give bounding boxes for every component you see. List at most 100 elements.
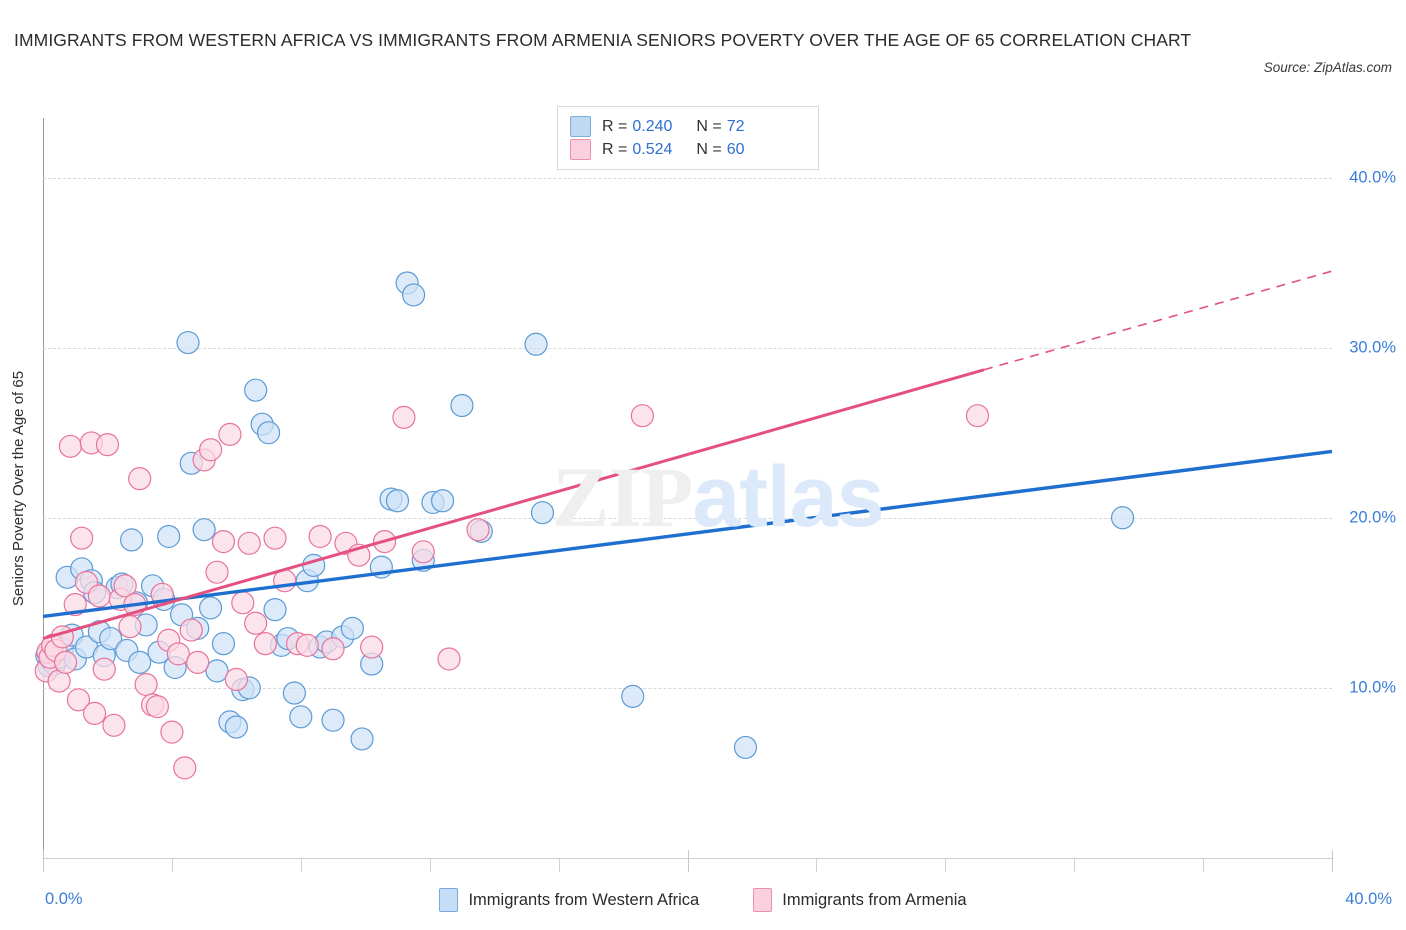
data-point <box>263 526 287 550</box>
data-point <box>173 756 197 780</box>
x-tick <box>1332 850 1333 872</box>
data-point <box>211 632 236 656</box>
data-point <box>160 720 184 744</box>
page-title: IMMIGRANTS FROM WESTERN AFRICA VS IMMIGR… <box>14 30 1192 50</box>
data-point <box>102 713 126 737</box>
data-point <box>95 433 120 457</box>
stats-r-value-pink: 0.524 <box>632 140 673 158</box>
data-point <box>237 531 261 555</box>
series-armenia <box>34 404 990 780</box>
stats-swatch-blue <box>570 116 591 137</box>
data-point <box>289 705 313 729</box>
data-point <box>295 633 319 657</box>
trendline-armenia <box>42 368 985 640</box>
data-point <box>113 574 137 598</box>
data-point <box>630 404 654 428</box>
x-axis-min-label: 0.0% <box>45 890 83 908</box>
data-point <box>244 611 268 635</box>
data-point <box>218 422 242 447</box>
x-tick <box>1203 858 1205 872</box>
data-point <box>118 615 142 639</box>
legend-swatch-armenia <box>753 888 773 912</box>
y-tick-label: 40.0% <box>1349 168 1396 187</box>
stats-row-western-africa: R = 0.240 N = 72 <box>570 116 818 137</box>
data-point <box>244 378 268 402</box>
data-point <box>128 467 152 491</box>
x-tick <box>945 858 947 872</box>
x-tick <box>558 858 560 872</box>
data-point <box>186 650 210 674</box>
series-legend: Immigrants from Western Africa Immigrant… <box>0 888 1406 912</box>
correlation-stats-box: R = 0.240 N = 72 R = 0.524 N = 60 <box>557 106 819 170</box>
data-point <box>211 529 236 554</box>
data-point <box>321 708 345 732</box>
scatter-canvas <box>34 270 1333 780</box>
data-point <box>224 667 248 691</box>
gridline-40-0% <box>43 177 1332 179</box>
data-point <box>466 518 490 542</box>
data-point <box>385 489 410 513</box>
data-point <box>392 405 416 429</box>
y-tick-label: 20.0% <box>1349 508 1396 527</box>
data-point <box>157 524 181 549</box>
y-axis-title-text: Seniors Poverty Over the Age of 65 <box>10 370 28 606</box>
x-tick <box>171 858 173 872</box>
data-point <box>128 650 152 674</box>
x-tick <box>687 850 689 872</box>
data-point <box>524 332 548 356</box>
data-point <box>231 591 255 615</box>
y-axis-line <box>43 118 44 858</box>
data-point <box>411 540 435 564</box>
source-attribution: Source: ZipAtlas.com <box>1263 60 1392 75</box>
data-point <box>621 684 645 708</box>
legend-item-armenia[interactable]: Immigrants from Armenia <box>753 888 967 912</box>
stats-n-label-pink: N = <box>696 140 722 158</box>
data-point <box>58 434 82 458</box>
data-point <box>205 659 229 683</box>
data-point <box>321 637 345 661</box>
gridline-10-0% <box>43 687 1332 689</box>
data-point <box>340 616 364 640</box>
data-point <box>401 283 426 307</box>
data-point <box>70 526 94 550</box>
x-tick <box>300 858 302 872</box>
x-tick <box>1074 858 1076 872</box>
stats-row-armenia: R = 0.524 N = 60 <box>570 139 818 160</box>
data-point <box>179 618 203 642</box>
data-point <box>99 626 123 651</box>
trendline-armenia-projection <box>983 270 1333 371</box>
x-tick <box>429 858 431 872</box>
data-point <box>176 330 200 355</box>
data-point <box>256 421 281 445</box>
y-tick-label: 10.0% <box>1349 678 1396 697</box>
data-point <box>224 715 248 739</box>
data-point <box>82 701 107 726</box>
trendline-western-africa <box>42 449 1333 619</box>
data-point <box>263 598 287 622</box>
legend-item-western-africa[interactable]: Immigrants from Western Africa <box>439 888 699 912</box>
data-point <box>50 625 74 649</box>
data-point <box>437 647 461 671</box>
x-tick <box>43 850 44 872</box>
data-point <box>166 642 190 666</box>
series-western-africa <box>35 271 1135 760</box>
x-axis-max-label: 40.0% <box>1345 890 1392 908</box>
data-point <box>205 560 229 584</box>
data-point <box>360 635 384 659</box>
data-point <box>308 524 332 549</box>
stats-n-value-pink: 60 <box>726 140 745 158</box>
stats-r-value-blue: 0.240 <box>632 117 673 135</box>
stats-r-label-pink: R = <box>602 140 628 158</box>
data-point <box>450 393 474 418</box>
stats-n-label-blue: N = <box>696 117 722 135</box>
data-point <box>87 584 111 608</box>
legend-label-armenia: Immigrants from Armenia <box>782 890 967 909</box>
legend-label-western-africa: Immigrants from Western Africa <box>468 890 700 909</box>
data-point <box>965 404 990 428</box>
data-point <box>253 632 277 656</box>
gridline-30-0% <box>43 347 1332 349</box>
stats-r-label-blue: R = <box>602 117 628 135</box>
data-point <box>66 688 91 712</box>
data-point <box>530 501 555 525</box>
y-axis-title: Seniors Poverty Over the Age of 65 <box>8 118 30 858</box>
